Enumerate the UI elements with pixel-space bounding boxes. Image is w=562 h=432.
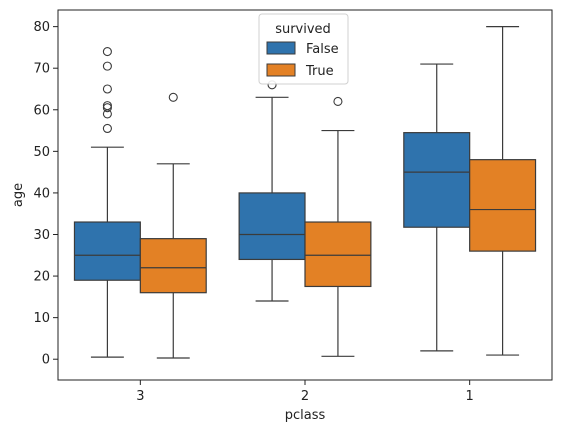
y-tick-label: 0 (42, 353, 50, 368)
box-true-class-2 (304, 96, 372, 357)
y-tick-label: 10 (33, 311, 50, 326)
legend: survived False True (258, 13, 349, 85)
box-false-class-3 (73, 47, 141, 358)
iqr-box (73, 221, 141, 281)
iqr-box (469, 159, 537, 252)
box-false-class-1 (403, 63, 471, 352)
outlier-point (102, 84, 112, 94)
y-tick-label: 60 (33, 103, 50, 118)
outlier-point (102, 61, 112, 71)
legend-swatch-true (266, 63, 296, 77)
y-tick-label: 50 (33, 145, 50, 160)
x-tick-label: 2 (301, 389, 309, 404)
y-axis: 0 10 20 30 40 50 60 70 80 (33, 20, 58, 368)
iqr-box (304, 221, 372, 288)
outlier-point (102, 123, 112, 134)
iqr-box (403, 132, 471, 228)
outlier-point (102, 101, 112, 111)
legend-swatch-false (266, 41, 296, 55)
outlier-point (168, 92, 178, 102)
legend-label-true: True (305, 64, 334, 79)
outlier-point (102, 47, 112, 57)
box-true-class-1 (469, 26, 537, 356)
boxes-layer (73, 26, 537, 359)
y-tick-label: 40 (33, 186, 50, 201)
x-axis-label: pclass (285, 408, 326, 423)
y-tick-label: 80 (33, 20, 50, 35)
y-tick-label: 20 (33, 270, 50, 285)
x-tick-label: 1 (466, 389, 474, 404)
box-true-class-3 (139, 92, 207, 359)
y-tick-label: 30 (33, 228, 50, 243)
outlier-point (333, 96, 343, 107)
y-axis-label: age (11, 183, 26, 207)
y-tick-label: 70 (33, 62, 50, 77)
x-tick-label: 3 (136, 389, 144, 404)
legend-label-false: False (306, 42, 339, 57)
x-axis: 3 2 1 (136, 380, 474, 404)
iqr-box (139, 238, 207, 294)
iqr-box (238, 192, 306, 261)
legend-title: survived (275, 22, 331, 37)
